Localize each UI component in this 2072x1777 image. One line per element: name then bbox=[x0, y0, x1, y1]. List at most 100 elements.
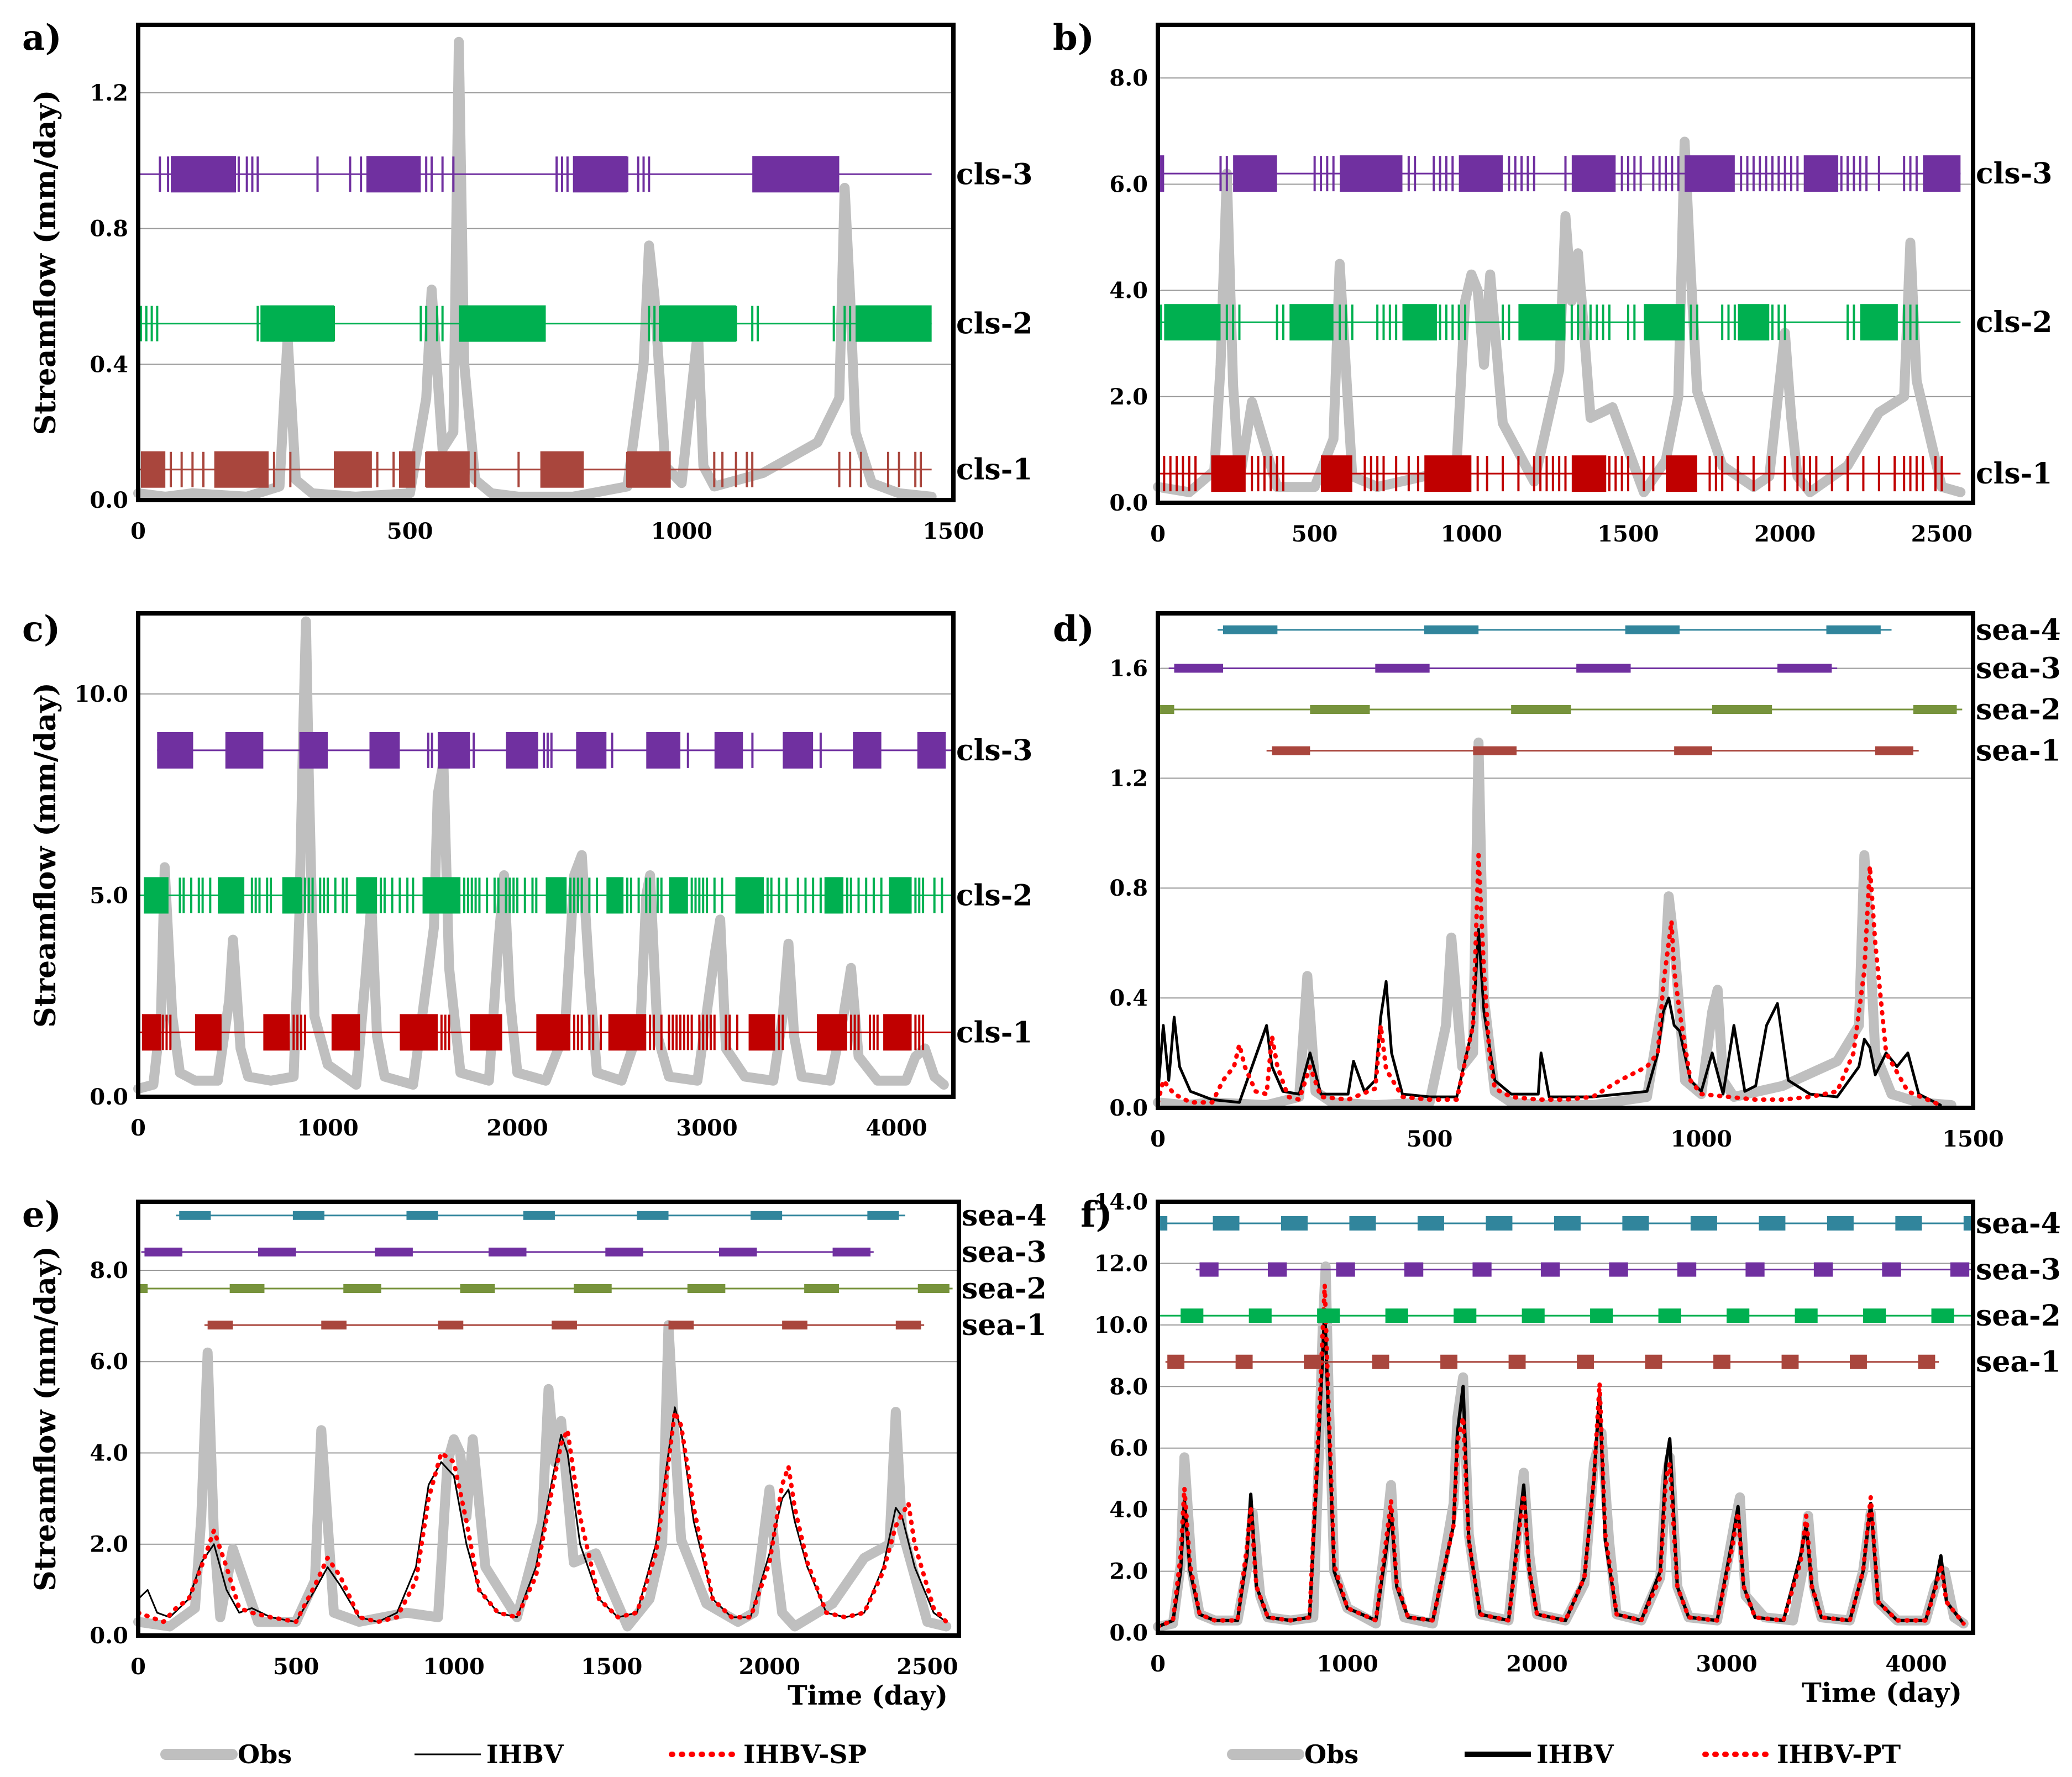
x-tick-label: 500 bbox=[1292, 521, 1338, 547]
band-segment bbox=[1508, 1354, 1526, 1369]
legend-item-ihbv: IHBV bbox=[415, 1739, 564, 1769]
band-segment bbox=[1863, 1308, 1886, 1323]
x-tick-label: 500 bbox=[387, 518, 433, 544]
band-segment bbox=[1454, 1308, 1477, 1323]
band-segment bbox=[660, 305, 736, 342]
band-segment bbox=[292, 1211, 324, 1220]
plot-frame bbox=[136, 23, 956, 502]
x-tick-label: 1000 bbox=[1441, 521, 1502, 547]
band-segment bbox=[399, 451, 416, 488]
band-segment bbox=[1211, 455, 1246, 492]
band-segment bbox=[883, 1014, 912, 1051]
band-segment bbox=[1690, 1216, 1717, 1231]
band-segment bbox=[1233, 155, 1277, 192]
plot-frame bbox=[1156, 611, 1975, 1110]
obs-series bbox=[1153, 737, 1956, 1110]
band-segment bbox=[637, 1211, 669, 1220]
band-segment bbox=[1875, 746, 1913, 755]
y-tick-label: 0.4 bbox=[1109, 985, 1148, 1011]
band-segment bbox=[1518, 304, 1566, 341]
y-tick-label: 1.2 bbox=[1109, 765, 1148, 791]
x-tick-label: 0 bbox=[130, 1115, 146, 1141]
legend-label: Obs bbox=[238, 1739, 292, 1769]
band-label: sea-4 bbox=[962, 1199, 1047, 1233]
band-segment bbox=[1540, 1262, 1560, 1277]
band-segment bbox=[1923, 155, 1961, 192]
band-segment bbox=[260, 305, 334, 342]
band-segment bbox=[608, 1014, 647, 1051]
band-segment bbox=[1738, 304, 1770, 341]
band-segment bbox=[1158, 1216, 1168, 1231]
band-segment bbox=[1895, 1216, 1922, 1231]
band-label: cls-1 bbox=[1976, 457, 2052, 491]
band-segment bbox=[141, 1014, 161, 1051]
band-segment bbox=[1372, 1354, 1389, 1369]
y-tick-label: 8.0 bbox=[1109, 65, 1148, 91]
x-tick-label: 1000 bbox=[297, 1115, 358, 1141]
plot-frame bbox=[136, 1200, 961, 1638]
band-segment bbox=[718, 1247, 757, 1256]
y-tick-label: 8.0 bbox=[1109, 1374, 1148, 1400]
band-segment bbox=[605, 1247, 643, 1256]
band-segment bbox=[1963, 1216, 1973, 1231]
band-segment bbox=[1235, 1354, 1253, 1369]
y-tick-label: 0.0 bbox=[1109, 1620, 1148, 1646]
band-label: cls-3 bbox=[1976, 157, 2052, 191]
band-label: sea-1 bbox=[1976, 734, 2061, 768]
band-segment bbox=[1385, 1308, 1408, 1323]
band-segment bbox=[1826, 625, 1881, 634]
band-label: sea-4 bbox=[1976, 1207, 2061, 1240]
band-segment bbox=[573, 156, 627, 193]
band-segment bbox=[299, 732, 328, 769]
band-segment bbox=[536, 1014, 571, 1051]
y-tick-label: 2.0 bbox=[1109, 384, 1148, 410]
band-segment bbox=[140, 451, 166, 488]
band-segment bbox=[1281, 1216, 1308, 1231]
band-segment bbox=[1267, 1262, 1287, 1277]
sim-series-ihbv bbox=[1156, 1308, 1965, 1628]
band-segment bbox=[366, 156, 421, 193]
band-segment bbox=[1913, 705, 1957, 714]
plot-frame bbox=[1156, 1200, 1975, 1635]
band-segment bbox=[1813, 1262, 1833, 1277]
sim-series-ihbv-sp bbox=[136, 1410, 949, 1624]
band-segment bbox=[426, 451, 470, 488]
band-segment bbox=[1404, 1262, 1424, 1277]
band-segment bbox=[1745, 1262, 1765, 1277]
sim-series-ihbv-sp bbox=[1156, 853, 1943, 1107]
band-segment bbox=[545, 877, 567, 914]
band-segment bbox=[1713, 1354, 1730, 1369]
band-label: sea-1 bbox=[1976, 1345, 2061, 1379]
band-segment bbox=[207, 1321, 233, 1330]
band-segment bbox=[1158, 155, 1164, 192]
band-segment bbox=[214, 451, 269, 488]
y-tick-label: 10.0 bbox=[75, 681, 128, 707]
band-segment bbox=[1860, 304, 1898, 341]
band-segment bbox=[1827, 1216, 1854, 1231]
x-tick-label: 1500 bbox=[581, 1654, 642, 1680]
band-segment bbox=[258, 1247, 296, 1256]
sim-series-ihbv bbox=[137, 1406, 947, 1623]
chart-panel-2: 0.0 5.0 10.0 0 1000 2000 3000 4000 cls-1 cls-2 cls… bbox=[22, 608, 1032, 1141]
band-segment bbox=[1417, 1216, 1444, 1231]
band-segment bbox=[488, 1247, 527, 1256]
y-axis-label: Streamflow (mm/day) bbox=[29, 682, 62, 1028]
band-segment bbox=[1931, 1308, 1954, 1323]
panel-label: a) bbox=[22, 17, 62, 59]
y-tick-label: 0.8 bbox=[90, 216, 128, 242]
band-segment bbox=[606, 877, 624, 914]
band-segment bbox=[1609, 1262, 1628, 1277]
band-segment bbox=[804, 1284, 839, 1293]
band-label: sea-3 bbox=[1976, 1253, 2061, 1287]
band-segment bbox=[1645, 1354, 1662, 1369]
band-segment bbox=[917, 1284, 950, 1293]
y-tick-label: 2.0 bbox=[1109, 1559, 1148, 1585]
x-tick-label: 0 bbox=[130, 518, 146, 544]
y-tick-label: 6.0 bbox=[1109, 1436, 1148, 1461]
band-segment bbox=[1181, 1308, 1204, 1323]
y-tick-label: 2.0 bbox=[90, 1532, 128, 1558]
legend-item-obs: Obs bbox=[1227, 1739, 1358, 1769]
band-label: sea-3 bbox=[962, 1236, 1047, 1269]
x-tick-label: 2500 bbox=[1911, 521, 1973, 547]
